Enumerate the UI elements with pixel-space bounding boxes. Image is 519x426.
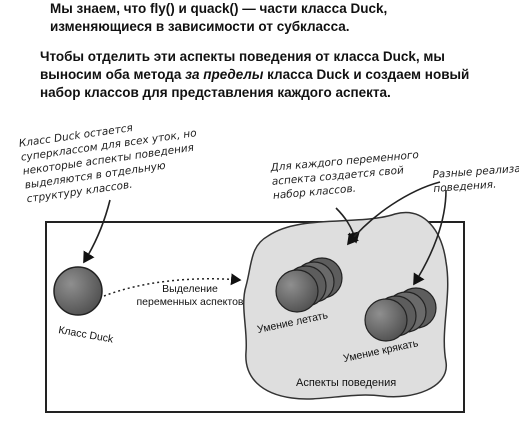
explanation-line-2: выносим оба метода за пределы класса Duc… [40, 66, 510, 84]
fly-behavior-ball [275, 269, 319, 313]
explanation-line-1: Чтобы отделить эти аспекты поведения от … [40, 49, 445, 64]
explanation-paragraph: Чтобы отделить эти аспекты поведения от … [40, 48, 510, 102]
arrow-to-duck-class [83, 199, 111, 264]
separation-label-2: переменных аспектов [136, 296, 243, 308]
separation-arrow [103, 273, 242, 297]
duck-class-ball [53, 266, 103, 316]
explanation-emphasis: за пределы [185, 67, 264, 82]
intro-line-2: изменяющиеся в зависимости от субкласса. [50, 19, 350, 34]
separation-label-1: Выделение [162, 283, 218, 295]
intro-paragraph: Мы знаем, что fly() и quack() — части кл… [50, 0, 490, 36]
explanation-line-2-start: выносим оба метода [40, 67, 186, 82]
arrow-to-fly-implementations [347, 181, 441, 246]
behaviors-label: Аспекты поведения [296, 377, 396, 389]
behaviors-blob [243, 211, 449, 400]
arrow-to-quack-implementations [413, 189, 447, 286]
diagram-frame [45, 221, 465, 413]
duck-class-label: Класс Duck [57, 324, 114, 346]
quack-behavior-ball [364, 298, 408, 342]
intro-line-1: Мы знаем, что fly() и quack() — части кл… [50, 1, 388, 16]
explanation-line-2-end: класса Duck и создаем новый [263, 67, 470, 82]
explanation-line-3: набор классов для представления каждого … [40, 85, 391, 100]
